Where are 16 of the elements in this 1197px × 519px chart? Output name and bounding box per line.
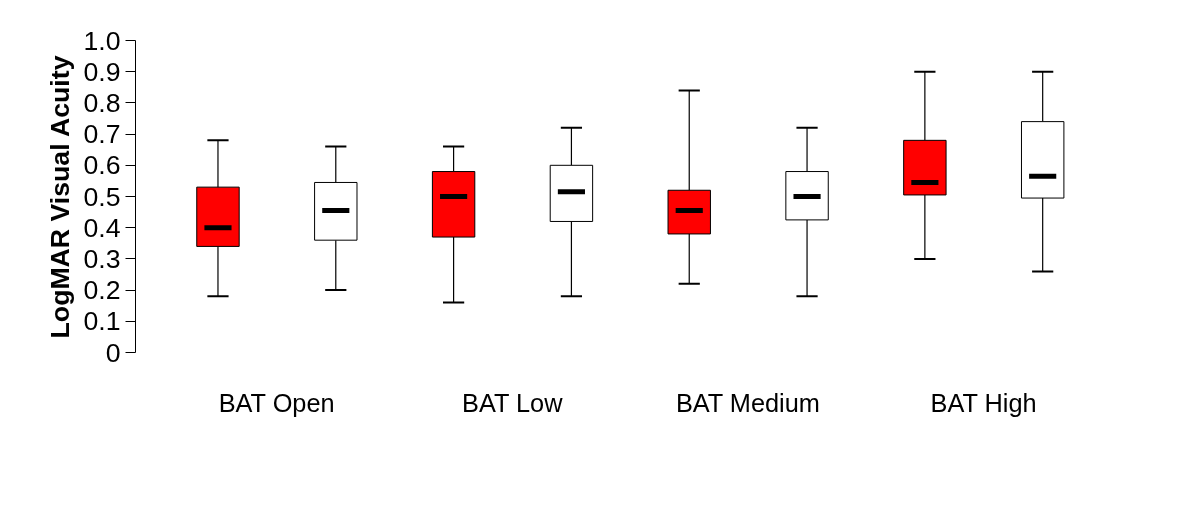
- y-tick-label: 0.6: [83, 150, 121, 181]
- y-tick-label: 0.1: [83, 306, 121, 337]
- y-tick-label: 0.4: [83, 212, 121, 243]
- x-tick-label: BAT Low: [462, 388, 564, 417]
- y-tick-label: 0.9: [83, 56, 121, 87]
- x-tick-label: BAT Medium: [675, 388, 820, 417]
- y-tick-label: 0.5: [83, 181, 121, 212]
- y-tick-label: 1.0: [83, 25, 121, 56]
- x-tick-label: BAT High: [930, 388, 1037, 417]
- y-tick-label: 0.8: [83, 87, 121, 118]
- y-tick-label: 0.7: [83, 119, 121, 150]
- y-tick-label: 0: [105, 337, 121, 368]
- x-tick-label: BAT Open: [218, 388, 335, 417]
- y-tick-label: 0.3: [83, 243, 121, 274]
- y-axis-title: LogMAR Visual Acuity: [45, 55, 76, 339]
- y-tick-label: 0.2: [83, 275, 121, 306]
